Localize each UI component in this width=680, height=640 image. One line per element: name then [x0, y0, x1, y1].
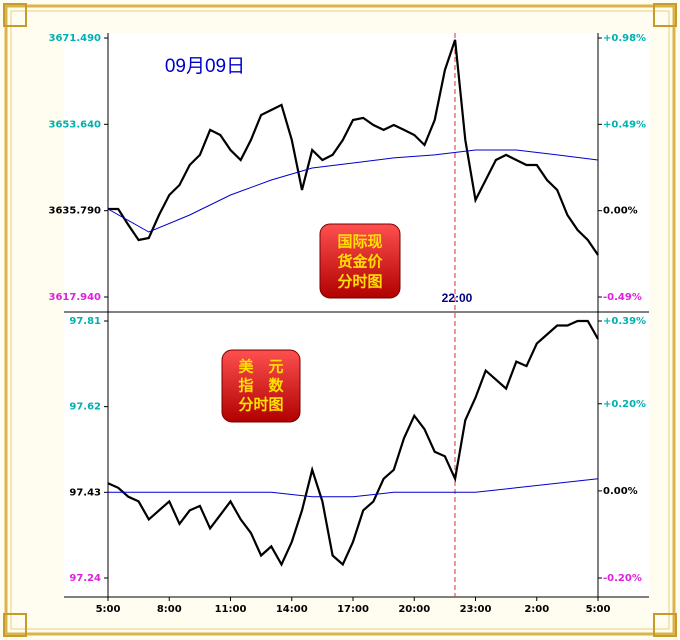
y2-tick-label: 0.00% [603, 206, 638, 217]
x-tick-label: 17:00 [337, 604, 369, 615]
time-marker-label: 22:00 [442, 291, 473, 305]
plot-background [64, 33, 649, 597]
x-tick-label: 23:00 [460, 604, 492, 615]
x-tick-label: 14:00 [276, 604, 308, 615]
price-line [107, 319, 599, 567]
y2-tick-label: 0.00% [603, 486, 638, 497]
y-tick-label: 3617.940 [48, 292, 101, 303]
x-tick-label: 8:00 [157, 604, 182, 615]
y2-tick-label: -0.20% [603, 573, 642, 584]
badge-text: 分时图 [337, 273, 382, 291]
badge [319, 223, 401, 299]
badge-text: 分时图 [238, 396, 283, 414]
average-line [107, 149, 599, 233]
x-tick-label: 5:00 [586, 604, 611, 615]
badge-text: 货金价 [337, 253, 383, 271]
frame-inner [10, 10, 670, 630]
x-tick-label: 11:00 [215, 604, 247, 615]
average-line [108, 478, 599, 498]
y2-tick-label: +0.20% [603, 399, 646, 410]
y-tick-label: 3635.790 [48, 206, 101, 217]
badge-text: 国际现 [337, 233, 382, 251]
y-tick-label: 97.62 [69, 402, 101, 413]
y2-tick-label: -0.49% [603, 292, 642, 303]
badge-text: 指 数 [238, 377, 284, 395]
x-tick-label: 5:00 [96, 604, 121, 615]
y-tick-label: 3653.640 [48, 119, 101, 130]
badge-text: 美 元 [238, 358, 283, 376]
frame [4, 4, 676, 636]
x-tick-label: 2:00 [524, 604, 549, 615]
y2-tick-label: +0.39% [603, 316, 646, 327]
y-tick-label: 97.81 [69, 316, 101, 327]
y-tick-label: 3671.490 [48, 33, 101, 44]
y2-tick-label: +0.49% [603, 119, 646, 130]
date-label: 09月09日 [165, 56, 245, 77]
price-line [108, 39, 599, 256]
corner-ornaments [3, 3, 677, 637]
y-tick-label: 97.43 [69, 487, 101, 498]
y-tick-label: 97.24 [69, 573, 101, 584]
y2-tick-label: +0.98% [603, 33, 646, 44]
badge [221, 349, 301, 423]
x-tick-label: 20:00 [398, 604, 430, 615]
